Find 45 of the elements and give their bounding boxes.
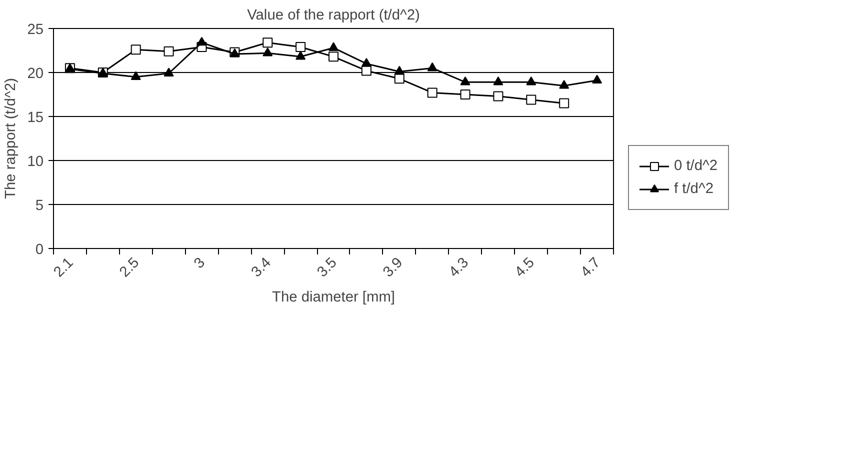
point	[262, 47, 273, 56]
y-tick-label: 0	[35, 242, 44, 258]
x-tick-label: 2.1	[50, 254, 77, 281]
point	[328, 42, 338, 51]
point	[592, 74, 602, 84]
x-tick-label: 3.9	[380, 254, 406, 281]
x-tick-label: 3.5	[314, 254, 340, 281]
y-axis-title: The rapport (t/d^2)	[3, 78, 20, 199]
point	[559, 80, 570, 89]
point	[526, 94, 536, 105]
point	[130, 44, 141, 55]
point	[460, 90, 470, 100]
point	[427, 62, 438, 72]
point	[526, 76, 536, 86]
point	[164, 46, 174, 56]
point	[296, 50, 306, 60]
y-tick-label: 25	[27, 22, 44, 38]
legend-label: 0 t/d^2	[674, 158, 718, 174]
y-tick-label: 10	[27, 154, 44, 170]
point	[559, 98, 570, 108]
point	[130, 71, 141, 80]
point	[493, 91, 504, 102]
legend-label: f t/d^2	[674, 181, 714, 197]
x-tick-label: 4.3	[446, 254, 472, 281]
x-tick-label: 3.4	[248, 254, 274, 281]
point	[262, 38, 273, 48]
point	[493, 76, 504, 86]
x-tick-label: 2.5	[116, 254, 143, 281]
point	[427, 88, 438, 98]
point	[460, 76, 470, 86]
x-tick-label: 4.5	[512, 254, 538, 281]
point	[361, 58, 372, 67]
point	[394, 66, 404, 75]
chart-title: Value of the rapport (t/d^2)	[247, 8, 420, 24]
y-tick-label: 20	[27, 66, 44, 82]
x-axis-title: The diameter [mm]	[272, 290, 395, 306]
x-tick-label: 4.7	[578, 254, 604, 281]
y-tick-label: 5	[35, 198, 44, 214]
point	[296, 42, 306, 52]
y-tick-label: 15	[27, 110, 44, 126]
point	[196, 36, 207, 46]
x-tick-label: 3	[191, 254, 208, 272]
point	[328, 52, 338, 62]
point	[394, 74, 404, 84]
point	[164, 68, 174, 76]
